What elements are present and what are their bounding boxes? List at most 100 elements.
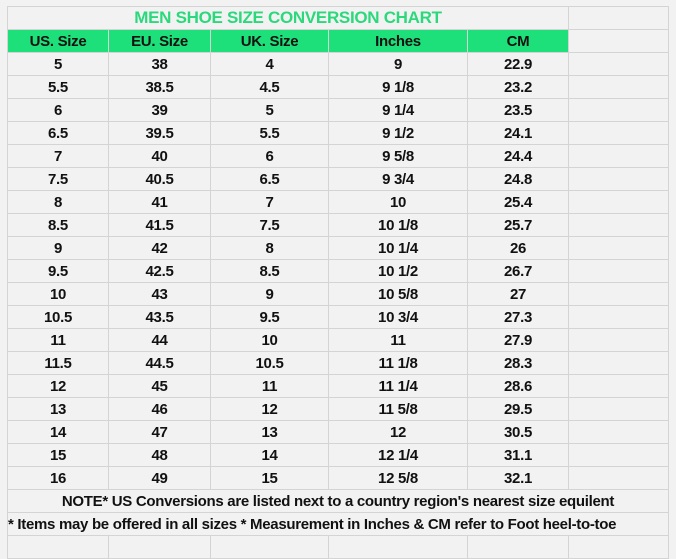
empty-cell[interactable] — [568, 535, 669, 559]
cell-inches[interactable]: 10 3/4 — [328, 305, 468, 329]
cell-uk-size[interactable]: 8.5 — [210, 259, 329, 283]
cell-inches[interactable]: 9 1/2 — [328, 121, 468, 145]
cell-us-size[interactable]: 15 — [7, 443, 109, 467]
empty-cell[interactable] — [568, 328, 669, 352]
cell-cm[interactable]: 27 — [467, 282, 569, 306]
empty-cell[interactable] — [210, 535, 329, 559]
cell-us-size[interactable]: 10.5 — [7, 305, 109, 329]
cell-uk-size[interactable]: 6.5 — [210, 167, 329, 191]
cell-eu-size[interactable]: 39 — [108, 98, 211, 122]
cell-eu-size[interactable]: 44 — [108, 328, 211, 352]
cell-uk-size[interactable]: 14 — [210, 443, 329, 467]
cell-uk-size[interactable]: 5.5 — [210, 121, 329, 145]
cell-cm[interactable]: 27.3 — [467, 305, 569, 329]
cell-uk-size[interactable]: 9.5 — [210, 305, 329, 329]
cell-us-size[interactable]: 5.5 — [7, 75, 109, 99]
cell-cm[interactable]: 22.9 — [467, 52, 569, 76]
cell-inches[interactable]: 12 5/8 — [328, 466, 468, 490]
cell-inches[interactable]: 10 1/4 — [328, 236, 468, 260]
cell-cm[interactable]: 28.3 — [467, 351, 569, 375]
cell-uk-size[interactable]: 8 — [210, 236, 329, 260]
empty-cell[interactable] — [568, 75, 669, 99]
cell-cm[interactable]: 29.5 — [467, 397, 569, 421]
cell-inches[interactable]: 9 1/8 — [328, 75, 468, 99]
cell-inches[interactable]: 12 — [328, 420, 468, 444]
disclaimer-row-text[interactable]: * Items may be offered in all sizes * Me… — [7, 512, 669, 536]
header-eu-size[interactable]: EU. Size — [108, 29, 211, 53]
empty-cell[interactable] — [568, 29, 669, 53]
cell-inches[interactable]: 9 5/8 — [328, 144, 468, 168]
empty-cell[interactable] — [568, 259, 669, 283]
cell-us-size[interactable]: 16 — [7, 466, 109, 490]
cell-inches[interactable]: 11 1/4 — [328, 374, 468, 398]
cell-cm[interactable]: 24.4 — [467, 144, 569, 168]
cell-uk-size[interactable]: 4 — [210, 52, 329, 76]
cell-uk-size[interactable]: 11 — [210, 374, 329, 398]
cell-eu-size[interactable]: 49 — [108, 466, 211, 490]
cell-us-size[interactable]: 12 — [7, 374, 109, 398]
cell-uk-size[interactable]: 12 — [210, 397, 329, 421]
empty-cell[interactable] — [568, 167, 669, 191]
cell-uk-size[interactable]: 10 — [210, 328, 329, 352]
cell-inches[interactable]: 9 1/4 — [328, 98, 468, 122]
cell-uk-size[interactable]: 6 — [210, 144, 329, 168]
cell-us-size[interactable]: 8.5 — [7, 213, 109, 237]
cell-us-size[interactable]: 13 — [7, 397, 109, 421]
cell-uk-size[interactable]: 13 — [210, 420, 329, 444]
cell-inches[interactable]: 11 1/8 — [328, 351, 468, 375]
cell-us-size[interactable]: 14 — [7, 420, 109, 444]
cell-us-size[interactable]: 11 — [7, 328, 109, 352]
cell-eu-size[interactable]: 43.5 — [108, 305, 211, 329]
cell-cm[interactable]: 23.2 — [467, 75, 569, 99]
chart-title[interactable]: MEN SHOE SIZE CONVERSION CHART — [7, 6, 569, 30]
empty-cell[interactable] — [568, 443, 669, 467]
cell-inches[interactable]: 10 5/8 — [328, 282, 468, 306]
cell-eu-size[interactable]: 40 — [108, 144, 211, 168]
cell-cm[interactable]: 24.1 — [467, 121, 569, 145]
cell-us-size[interactable]: 6 — [7, 98, 109, 122]
empty-cell[interactable] — [108, 535, 211, 559]
cell-cm[interactable]: 23.5 — [467, 98, 569, 122]
cell-eu-size[interactable]: 46 — [108, 397, 211, 421]
header-cm[interactable]: CM — [467, 29, 569, 53]
cell-us-size[interactable]: 5 — [7, 52, 109, 76]
cell-inches[interactable]: 9 — [328, 52, 468, 76]
cell-us-size[interactable]: 11.5 — [7, 351, 109, 375]
cell-cm[interactable]: 31.1 — [467, 443, 569, 467]
header-inches[interactable]: Inches — [328, 29, 468, 53]
cell-uk-size[interactable]: 7.5 — [210, 213, 329, 237]
cell-inches[interactable]: 10 1/2 — [328, 259, 468, 283]
cell-eu-size[interactable]: 47 — [108, 420, 211, 444]
empty-cell[interactable] — [568, 374, 669, 398]
empty-cell[interactable] — [7, 535, 109, 559]
cell-eu-size[interactable]: 41 — [108, 190, 211, 214]
cell-eu-size[interactable]: 44.5 — [108, 351, 211, 375]
cell-inches[interactable]: 10 — [328, 190, 468, 214]
empty-cell[interactable] — [568, 144, 669, 168]
empty-cell[interactable] — [568, 52, 669, 76]
cell-uk-size[interactable]: 9 — [210, 282, 329, 306]
cell-cm[interactable]: 25.7 — [467, 213, 569, 237]
empty-cell[interactable] — [328, 535, 468, 559]
cell-cm[interactable]: 32.1 — [467, 466, 569, 490]
cell-uk-size[interactable]: 4.5 — [210, 75, 329, 99]
cell-eu-size[interactable]: 38 — [108, 52, 211, 76]
empty-cell[interactable] — [568, 305, 669, 329]
cell-us-size[interactable]: 7 — [7, 144, 109, 168]
cell-us-size[interactable]: 10 — [7, 282, 109, 306]
cell-cm[interactable]: 27.9 — [467, 328, 569, 352]
empty-cell[interactable] — [568, 397, 669, 421]
cell-inches[interactable]: 10 1/8 — [328, 213, 468, 237]
cell-cm[interactable]: 26.7 — [467, 259, 569, 283]
cell-us-size[interactable]: 9 — [7, 236, 109, 260]
cell-uk-size[interactable]: 7 — [210, 190, 329, 214]
cell-inches[interactable]: 11 5/8 — [328, 397, 468, 421]
cell-cm[interactable]: 28.6 — [467, 374, 569, 398]
empty-cell[interactable] — [568, 236, 669, 260]
cell-cm[interactable]: 24.8 — [467, 167, 569, 191]
empty-cell[interactable] — [568, 351, 669, 375]
cell-inches[interactable]: 12 1/4 — [328, 443, 468, 467]
cell-eu-size[interactable]: 40.5 — [108, 167, 211, 191]
empty-cell[interactable] — [467, 535, 569, 559]
cell-uk-size[interactable]: 10.5 — [210, 351, 329, 375]
